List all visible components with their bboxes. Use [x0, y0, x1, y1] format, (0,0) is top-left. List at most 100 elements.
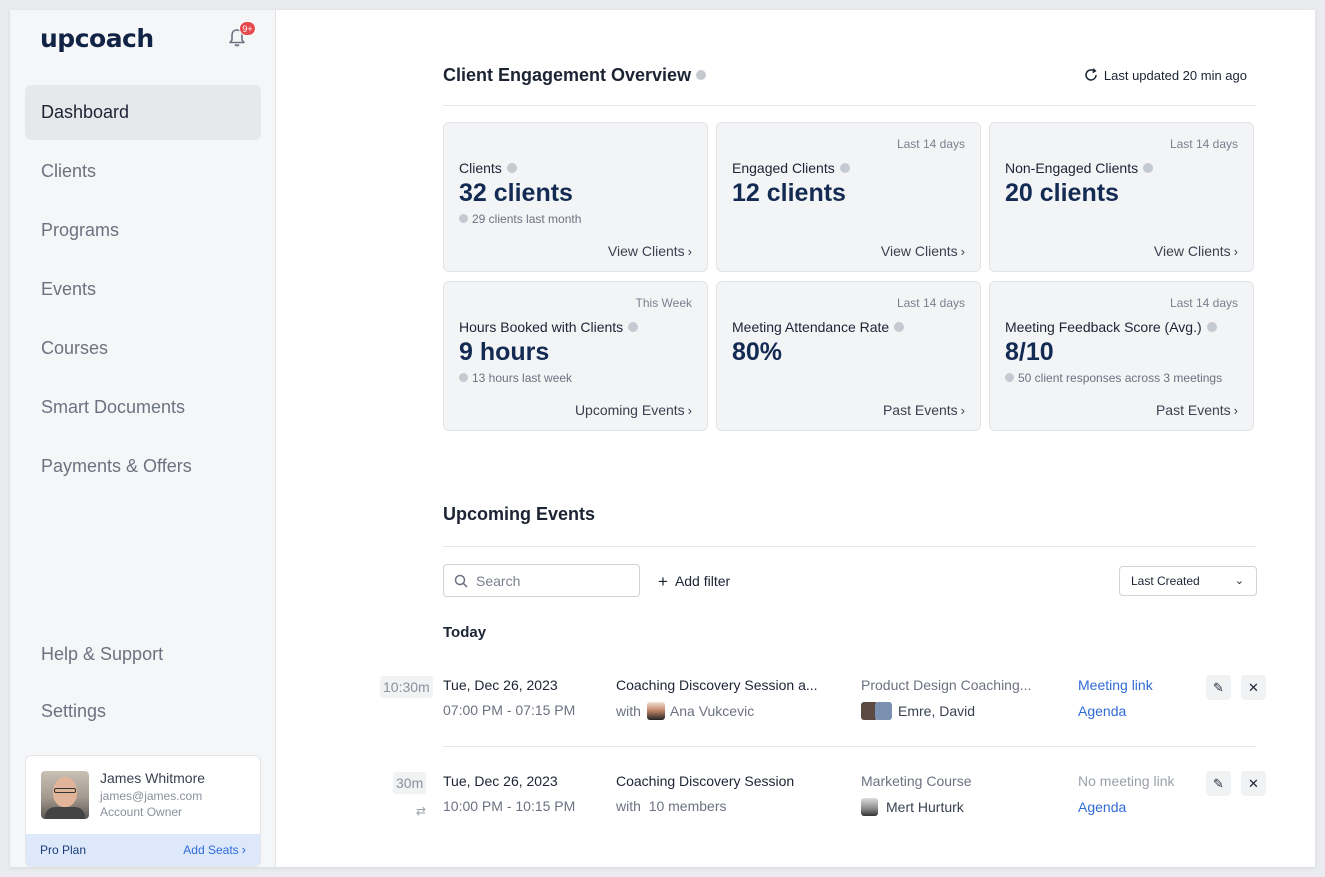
- event-date: Tue, Dec 26, 2023: [443, 677, 558, 693]
- chevron-right-icon: ›: [960, 403, 965, 418]
- info-icon: [459, 214, 468, 224]
- divider: [443, 746, 1256, 747]
- card-label: Meeting Attendance Rate: [732, 319, 905, 335]
- nav-item-help-support[interactable]: Help & Support: [41, 644, 164, 664]
- coach-avatar: [861, 798, 878, 816]
- card-sub: 13 hours last week: [459, 371, 572, 385]
- nav-item-clients[interactable]: Clients: [41, 161, 97, 181]
- event-row[interactable]: 30m ⇄ Tue, Dec 26, 2023 10:00 PM - 10:15…: [376, 766, 1266, 846]
- attendee-avatar: [646, 702, 665, 720]
- info-icon[interactable]: [628, 322, 639, 333]
- nav-item-courses[interactable]: Courses: [41, 338, 109, 358]
- metric-card-hours-booked: This Week Hours Booked with Clients 9 ho…: [443, 281, 708, 431]
- card-period: Last 14 days: [1169, 296, 1238, 310]
- divider: [443, 105, 1256, 106]
- event-time: 10:00 PM - 10:15 PM: [443, 798, 576, 814]
- card-period: Last 14 days: [1169, 137, 1238, 151]
- main-nav: Dashboard Clients Programs Events Course…: [25, 85, 261, 498]
- pencil-icon: ✎: [1213, 776, 1224, 791]
- card-value: 80%: [732, 338, 783, 366]
- event-date: Tue, Dec 26, 2023: [443, 773, 558, 789]
- chevron-right-icon: ›: [241, 842, 246, 857]
- plan-label: Pro Plan: [40, 843, 87, 857]
- refresh-icon[interactable]: [1084, 68, 1098, 82]
- event-program[interactable]: Marketing Course: [861, 773, 972, 789]
- edit-button[interactable]: ✎: [1206, 675, 1231, 700]
- info-icon[interactable]: [696, 70, 707, 81]
- info-icon[interactable]: [1206, 322, 1217, 333]
- card-label: Clients: [459, 160, 517, 176]
- coach-avatar: [875, 702, 892, 720]
- chevron-right-icon: ›: [960, 244, 965, 259]
- overview-title: Client Engagement Overview: [443, 65, 707, 86]
- upcoming-events-link[interactable]: Upcoming Events ›: [574, 402, 692, 418]
- event-title[interactable]: Coaching Discovery Session: [616, 773, 795, 789]
- nav-item-programs[interactable]: Programs: [41, 220, 120, 240]
- nav-item-payments-offers[interactable]: Payments & Offers: [41, 456, 192, 476]
- card-value: 8/10: [1005, 338, 1054, 366]
- app-window: upcoach 9+ Dashboard Clients Programs Ev…: [10, 10, 1315, 867]
- add-seats-link[interactable]: Add Seats ›: [183, 842, 246, 857]
- info-icon: [1005, 373, 1014, 383]
- user-card[interactable]: James Whitmore james@james.com Account O…: [25, 755, 261, 867]
- close-icon: ✕: [1248, 776, 1259, 791]
- event-coaches: Mert Hurturk: [861, 798, 964, 816]
- event-program[interactable]: Product Design Coaching...: [861, 677, 1032, 693]
- search-box[interactable]: [443, 564, 640, 597]
- event-time: 07:00 PM - 07:15 PM: [443, 702, 576, 718]
- event-coaches: Emre, David: [861, 702, 975, 720]
- date-group-label: Today: [443, 624, 487, 641]
- avatar: [41, 771, 89, 819]
- search-icon: [454, 574, 468, 588]
- divider: [443, 546, 1256, 547]
- delete-button[interactable]: ✕: [1241, 675, 1266, 700]
- event-duration: 10:30m: [380, 676, 433, 698]
- last-updated[interactable]: Last updated 20 min ago: [1084, 68, 1247, 83]
- past-events-link[interactable]: Past Events ›: [1155, 402, 1238, 418]
- view-clients-link[interactable]: View Clients ›: [1153, 243, 1238, 259]
- chevron-right-icon: ›: [1233, 403, 1238, 418]
- info-icon[interactable]: [506, 163, 517, 174]
- info-icon[interactable]: [894, 322, 905, 333]
- coach-avatar: [861, 702, 878, 720]
- past-events-link[interactable]: Past Events ›: [882, 402, 965, 418]
- info-icon[interactable]: [1143, 163, 1154, 174]
- chevron-right-icon: ›: [687, 244, 692, 259]
- secondary-nav: Help & Support Settings: [25, 627, 261, 741]
- search-input[interactable]: [476, 565, 636, 596]
- nav-item-settings[interactable]: Settings: [41, 701, 107, 721]
- nav-item-events[interactable]: Events: [41, 279, 97, 299]
- plan-bar: Pro Plan Add Seats ›: [26, 834, 260, 866]
- nav-item-smart-documents[interactable]: Smart Documents: [41, 397, 186, 417]
- upcoming-events-title: Upcoming Events: [443, 504, 596, 524]
- card-value: 9 hours: [459, 338, 550, 366]
- view-clients-link[interactable]: View Clients ›: [880, 243, 965, 259]
- info-icon[interactable]: [839, 163, 850, 174]
- card-value: 32 clients: [459, 179, 573, 207]
- card-value: 20 clients: [1005, 179, 1119, 207]
- nav-item-dashboard[interactable]: Dashboard: [25, 85, 261, 140]
- edit-button[interactable]: ✎: [1206, 771, 1231, 796]
- pencil-icon: ✎: [1213, 680, 1224, 695]
- event-row[interactable]: 10:30m Tue, Dec 26, 2023 07:00 PM - 07:1…: [376, 670, 1266, 750]
- event-attendee: with 10 members: [616, 798, 727, 814]
- card-sub: 50 client responses across 3 meetings: [1005, 371, 1222, 385]
- sort-dropdown[interactable]: Last Created ⌄: [1119, 566, 1257, 596]
- card-label: Hours Booked with Clients: [459, 319, 639, 335]
- view-clients-link[interactable]: View Clients ›: [607, 243, 692, 259]
- chevron-down-icon: ⌄: [1234, 575, 1244, 587]
- delete-button[interactable]: ✕: [1241, 771, 1266, 796]
- card-label: Engaged Clients: [732, 160, 850, 176]
- app-logo[interactable]: upcoach: [40, 24, 154, 53]
- metric-card-engaged-clients: Last 14 days Engaged Clients 12 clients …: [716, 122, 981, 272]
- agenda-link[interactable]: Agenda: [1078, 799, 1127, 815]
- metric-card-feedback-score: Last 14 days Meeting Feedback Score (Avg…: [989, 281, 1254, 431]
- meeting-link[interactable]: Meeting link: [1078, 677, 1153, 693]
- add-filter-button[interactable]: + Add filter: [658, 572, 731, 591]
- card-label: Meeting Feedback Score (Avg.): [1005, 319, 1217, 335]
- agenda-link[interactable]: Agenda: [1078, 703, 1127, 719]
- event-attendee: with Ana Vukcevic: [616, 702, 755, 720]
- event-title[interactable]: Coaching Discovery Session a...: [616, 677, 818, 693]
- notification-badge: 9+: [239, 21, 256, 36]
- metric-card-non-engaged-clients: Last 14 days Non-Engaged Clients 20 clie…: [989, 122, 1254, 272]
